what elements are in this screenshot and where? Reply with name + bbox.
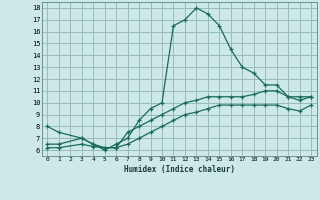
X-axis label: Humidex (Indice chaleur): Humidex (Indice chaleur) <box>124 165 235 174</box>
